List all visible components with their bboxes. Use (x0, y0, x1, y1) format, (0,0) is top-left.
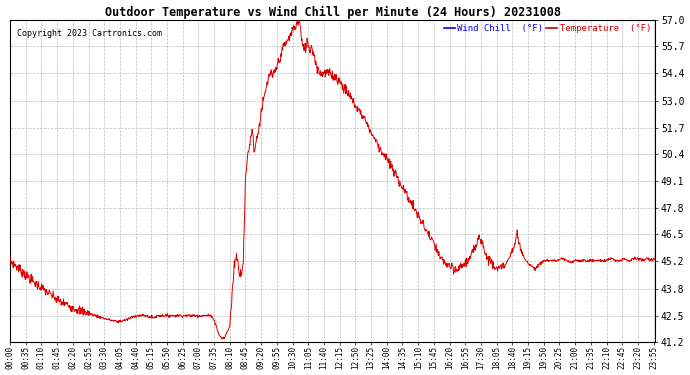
Title: Outdoor Temperature vs Wind Chill per Minute (24 Hours) 20231008: Outdoor Temperature vs Wind Chill per Mi… (105, 6, 561, 19)
Text: Copyright 2023 Cartronics.com: Copyright 2023 Cartronics.com (17, 30, 161, 39)
Legend: Wind Chill  (°F), Temperature  (°F): Wind Chill (°F), Temperature (°F) (444, 24, 651, 33)
